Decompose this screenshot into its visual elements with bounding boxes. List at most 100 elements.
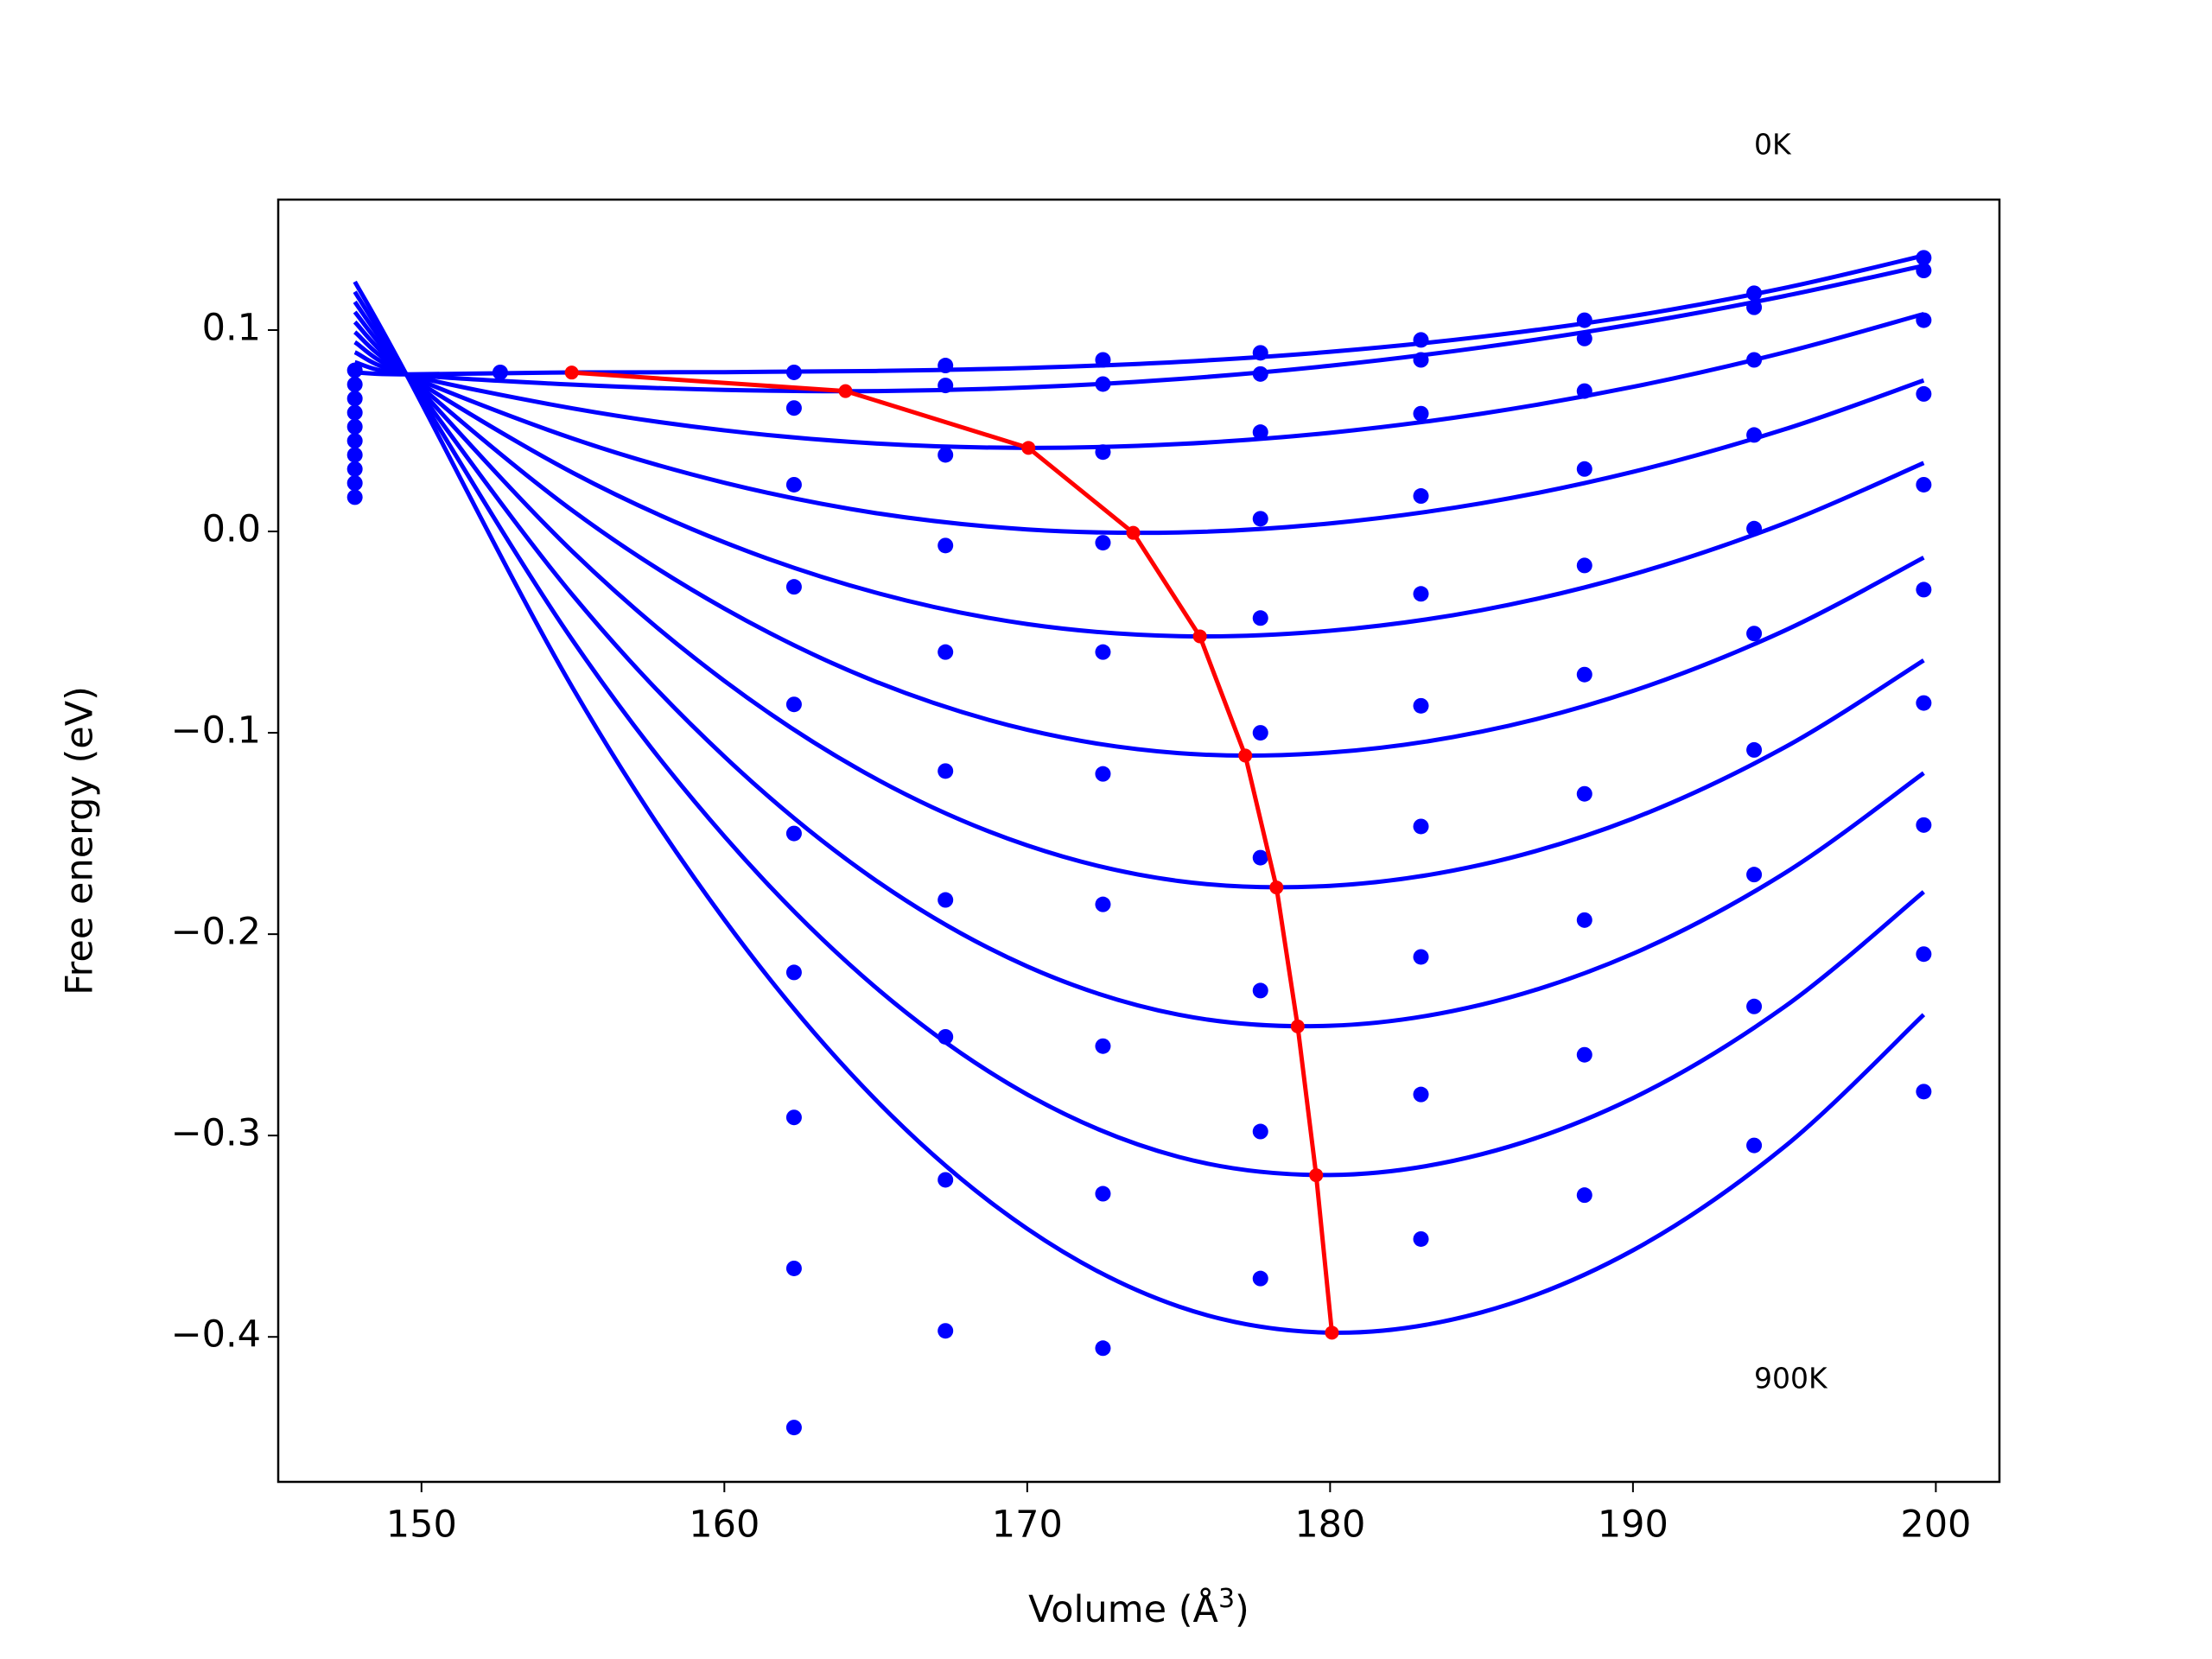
data-point [1252, 1123, 1268, 1140]
data-point [346, 362, 363, 378]
annotation: 900K [1754, 1362, 1828, 1395]
data-point [492, 364, 508, 380]
curve [353, 330, 1925, 639]
data-point [1095, 444, 1111, 461]
data-point [1916, 476, 1932, 493]
data-point [1413, 352, 1429, 368]
data-point [938, 378, 954, 394]
data-point [1413, 405, 1429, 422]
y-tick-label: −0.2 [171, 911, 261, 954]
data-point [346, 475, 363, 492]
data-point [1095, 1340, 1111, 1357]
y-tick-label: 0.0 [202, 508, 261, 551]
minimum-point [1269, 880, 1284, 895]
y-axis-label: Free energy (eV) [59, 686, 102, 995]
data-point [938, 763, 954, 779]
data-point [938, 1028, 954, 1045]
data-point [938, 447, 954, 463]
data-point [785, 364, 802, 380]
data-point [1252, 1270, 1268, 1287]
curve [353, 263, 1924, 394]
minimum-point [1192, 629, 1207, 644]
x-axis-label: Volume (Å3) [1028, 1584, 1249, 1631]
data-point [1095, 896, 1111, 912]
y-tick-label: −0.3 [171, 1112, 261, 1155]
data-point [1413, 332, 1429, 348]
data-point [1746, 741, 1763, 758]
data-point [346, 489, 363, 505]
data-point [1252, 365, 1268, 382]
data-point [346, 376, 363, 392]
data-point [1916, 250, 1932, 266]
data-point [1095, 1185, 1111, 1202]
data-point [1916, 312, 1932, 328]
data-point [938, 358, 954, 374]
data-point [346, 461, 363, 477]
data-point [1095, 766, 1111, 782]
x-tick-label: 160 [689, 1503, 760, 1547]
data-point [1576, 666, 1592, 683]
curve [353, 310, 1925, 890]
data-point [1746, 998, 1763, 1014]
curve [353, 280, 1926, 1335]
data-point [1746, 520, 1763, 537]
data-point [785, 1109, 802, 1126]
data-point [1916, 817, 1932, 833]
data-point [1095, 1038, 1111, 1054]
data-point [1095, 644, 1111, 660]
minimum-point [1309, 1168, 1324, 1183]
data-point [785, 476, 802, 493]
data-point [1095, 535, 1111, 551]
data-point [1746, 867, 1763, 883]
data-point [1252, 424, 1268, 441]
data-point [1746, 1137, 1763, 1154]
data-point [1746, 626, 1763, 642]
data-point [1916, 946, 1932, 963]
x-axis-label-end: ) [1235, 1588, 1249, 1631]
data-point [1413, 1230, 1429, 1247]
data-point [1413, 586, 1429, 602]
data-point [938, 892, 954, 908]
data-point [938, 537, 954, 554]
data-point [1252, 725, 1268, 741]
data-point [1252, 610, 1268, 626]
data-point [1252, 511, 1268, 527]
minima-line [571, 370, 1334, 1333]
data-point [346, 391, 363, 407]
data-point [1916, 1084, 1932, 1100]
data-point [1413, 818, 1429, 835]
data-point [1746, 427, 1763, 443]
data-point [1916, 263, 1932, 279]
data-point [1413, 697, 1429, 714]
data-point [1576, 312, 1592, 328]
data-point [346, 404, 363, 421]
minimum-point [1238, 748, 1253, 763]
minimum-point [1126, 525, 1141, 540]
data-point [1746, 285, 1763, 302]
data-point [1576, 383, 1592, 399]
data-point [1576, 912, 1592, 928]
data-point [785, 964, 802, 981]
data-point [785, 1420, 802, 1436]
curve [353, 311, 1925, 450]
data-point [938, 1323, 954, 1339]
minimum-point [1021, 441, 1036, 455]
minimum-point [1290, 1019, 1305, 1033]
data-point [1413, 1086, 1429, 1103]
data-point [1252, 345, 1268, 361]
data-point [1252, 849, 1268, 866]
x-tick-label: 170 [992, 1503, 1063, 1547]
data-point [1576, 785, 1592, 802]
curve [353, 290, 1925, 1178]
data-point [1095, 352, 1111, 368]
data-point [1413, 949, 1429, 965]
data-point [785, 825, 802, 842]
annotation: 0K [1754, 128, 1792, 162]
x-tick-label: 180 [1294, 1503, 1365, 1547]
plot-frame [276, 198, 2001, 1484]
x-tick-label: 150 [386, 1503, 457, 1547]
data-point [938, 644, 954, 660]
data-point [1576, 1046, 1592, 1063]
